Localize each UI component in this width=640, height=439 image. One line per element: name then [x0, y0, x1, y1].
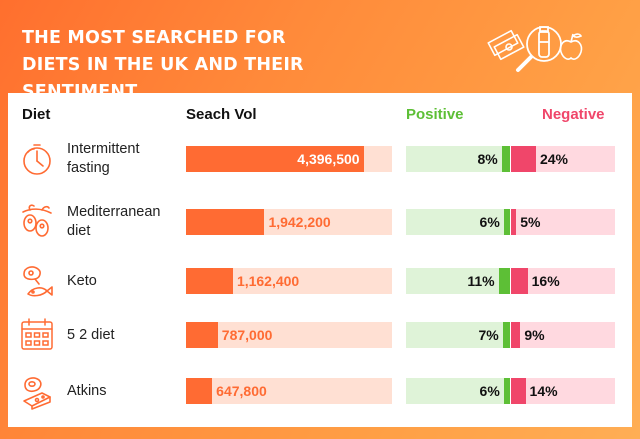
- positive-value-label: 6%: [479, 383, 500, 399]
- volume-value-label: 1,162,400: [236, 273, 300, 289]
- negative-bar-track: 5%: [511, 209, 615, 235]
- table-row: Intermittent fasting 4,396,500 8% 24%: [0, 139, 640, 179]
- diet-label: Intermittent fasting: [67, 141, 140, 176]
- negative-bar-track: 24%: [511, 146, 615, 172]
- volume-bar: [186, 268, 233, 294]
- column-header-search-volume: Seach Vol: [186, 106, 257, 123]
- apple-icon: [559, 33, 583, 60]
- positive-value-label: 11%: [467, 273, 495, 289]
- volume-bar-track: 4,396,500: [186, 146, 392, 172]
- positive-bar: [503, 209, 510, 235]
- positive-bar-track: 7%: [406, 322, 510, 348]
- volume-value-label: 1,942,200: [268, 214, 331, 230]
- table-row: Keto 1,162,400 11% 16%: [0, 261, 640, 301]
- cash-icon: [487, 29, 525, 61]
- negative-value-label: 24%: [539, 151, 568, 167]
- negative-bar: [511, 209, 517, 235]
- negative-value-label: 9%: [524, 327, 545, 343]
- negative-value-label: 16%: [531, 273, 560, 289]
- magnifier-icon: [516, 26, 562, 72]
- column-header-negative: Negative: [542, 106, 605, 123]
- volume-value-label: 787,000: [221, 327, 273, 343]
- diet-label: Atkins: [67, 382, 107, 399]
- negative-value-label: 5%: [520, 214, 541, 230]
- negative-value-label: 14%: [529, 383, 558, 399]
- positive-bar: [501, 146, 510, 172]
- header-illustration: [487, 26, 583, 72]
- positive-value-label: 7%: [478, 327, 499, 343]
- volume-bar-track: 1,162,400: [186, 268, 392, 294]
- column-header-positive: Positive: [406, 106, 464, 123]
- volume-bar-track: 787,000: [186, 322, 392, 348]
- negative-bar: [511, 146, 536, 172]
- diet-label: Keto: [67, 272, 97, 289]
- negative-bar-track: 14%: [511, 378, 615, 404]
- column-header-diet: Diet: [22, 106, 51, 123]
- meat-fish-icon: [23, 266, 53, 297]
- positive-value-label: 8%: [477, 151, 498, 167]
- volume-bar-track: 647,800: [186, 378, 392, 404]
- positive-bar: [498, 268, 510, 294]
- diet-label: 5 2 diet: [67, 326, 115, 343]
- positive-bar-track: 11%: [406, 268, 510, 294]
- volume-bar: [186, 209, 265, 235]
- calendar-icon: [21, 318, 53, 350]
- positive-bar: [503, 378, 510, 404]
- table-row: Mediterranean diet 1,942,200 6% 5%: [0, 202, 640, 242]
- ham-cheese-icon: [23, 377, 51, 410]
- volume-bar: [186, 322, 218, 348]
- table-row: Atkins 647,800 6% 14%: [0, 371, 640, 411]
- negative-bar: [511, 322, 521, 348]
- header: THE MOST SEARCHED FOR DIETS IN THE UK AN…: [0, 0, 640, 102]
- positive-bar: [502, 322, 510, 348]
- volume-bar: [186, 378, 213, 404]
- negative-bar-track: 9%: [511, 322, 615, 348]
- olives-icon: [22, 204, 52, 237]
- volume-bar: [186, 146, 364, 172]
- positive-bar-track: 6%: [406, 378, 510, 404]
- volume-bar-track: 1,942,200: [186, 209, 392, 235]
- table-row: 5 2 diet 787,000 7% 9%: [0, 315, 640, 355]
- positive-bar-track: 6%: [406, 209, 510, 235]
- positive-bar-track: 8%: [406, 146, 510, 172]
- diet-label: Mediterranean diet: [67, 204, 161, 239]
- stopwatch-icon: [23, 144, 51, 175]
- negative-bar: [511, 268, 528, 294]
- volume-value-label: 647,800: [216, 383, 267, 399]
- volume-value-label: 4,396,500: [297, 151, 360, 167]
- negative-bar: [511, 378, 526, 404]
- positive-value-label: 6%: [479, 214, 500, 230]
- negative-bar-track: 16%: [511, 268, 615, 294]
